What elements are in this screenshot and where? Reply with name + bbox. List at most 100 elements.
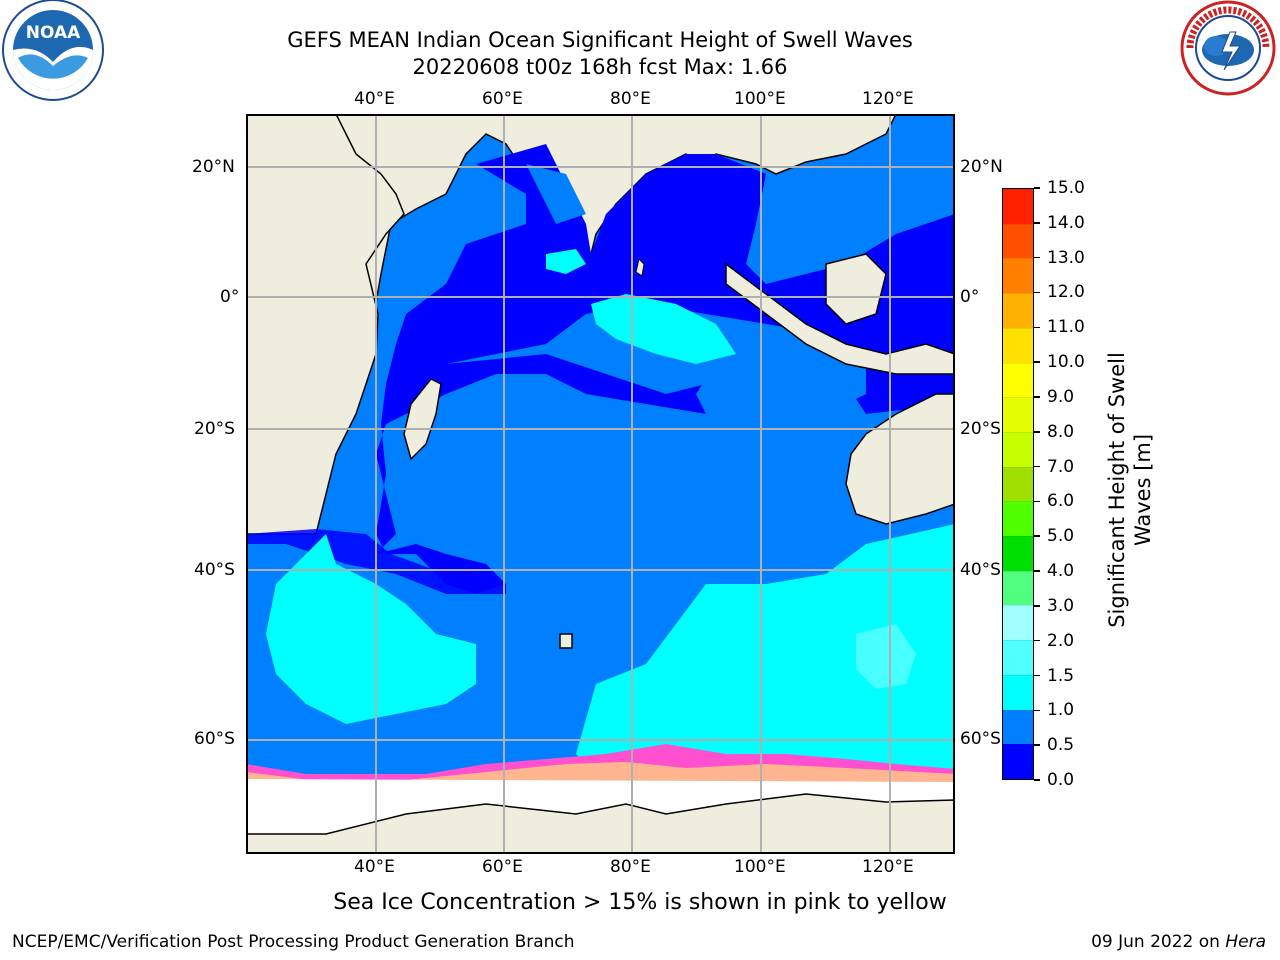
colorbar-tick-mark bbox=[1034, 187, 1040, 189]
colorbar-tick-label: 9.0 bbox=[1047, 386, 1075, 407]
colorbar-tick-label: 3.0 bbox=[1047, 595, 1075, 616]
colorbar-tick-label: 15.0 bbox=[1047, 178, 1085, 198]
colorbar-segment bbox=[1003, 674, 1033, 710]
colorbar-tick-mark bbox=[1034, 570, 1040, 572]
lat-label-right-20n: 20°N bbox=[960, 157, 1003, 177]
chart-subtitle: 20220608 t00z 168h fcst Max: 1.66 bbox=[412, 55, 788, 79]
lat-label-left-60s: 60°S bbox=[194, 729, 235, 749]
land-antarctica bbox=[246, 793, 955, 854]
colorbar-segment bbox=[1003, 189, 1033, 224]
colorbar-tick-mark bbox=[1034, 465, 1040, 468]
swell-1-1.5-patch bbox=[546, 249, 586, 274]
colorbar-tick-mark bbox=[1034, 500, 1040, 503]
colorbar-tick-mark bbox=[1034, 396, 1040, 398]
colorbar-tick-label: 11.0 bbox=[1047, 317, 1085, 338]
colorbar-tick-mark bbox=[1034, 256, 1040, 259]
graticule bbox=[246, 114, 955, 854]
lon-label-top-80e: 80°E bbox=[610, 89, 651, 109]
colorbar-tick-label: 5.0 bbox=[1047, 526, 1075, 547]
colorbar-tick-label: 1.0 bbox=[1047, 700, 1075, 721]
lat-label-left-0: 0° bbox=[220, 287, 240, 307]
colorbar-title-line1: Significant Height of Swell bbox=[1105, 352, 1129, 628]
chart-title: GEFS MEAN Indian Ocean Significant Heigh… bbox=[287, 28, 913, 52]
colorbar-tick-label: 14.0 bbox=[1047, 212, 1085, 233]
lat-label-left-40s: 40°S bbox=[194, 560, 235, 580]
lat-label-right-20s: 20°S bbox=[960, 419, 1001, 439]
noaa-logo-text: NOAA bbox=[26, 23, 81, 43]
sea-ice-caption: Sea Ice Concentration > 15% is shown in … bbox=[333, 890, 947, 915]
colorbar-segment bbox=[1003, 223, 1033, 259]
colorbar bbox=[1002, 188, 1034, 780]
lon-label-top-100e: 100°E bbox=[734, 89, 786, 109]
colorbar-tick-mark bbox=[1034, 639, 1040, 642]
lon-label-top-120e: 120°E bbox=[862, 89, 914, 109]
colorbar-tick-label: 8.0 bbox=[1047, 421, 1075, 442]
colorbar-tick-mark bbox=[1034, 779, 1040, 781]
colorbar-tick-mark bbox=[1034, 605, 1040, 607]
colorbar-segment bbox=[1003, 501, 1033, 537]
map-frame bbox=[246, 114, 955, 854]
colorbar-segment bbox=[1003, 431, 1033, 467]
colorbar-segment bbox=[1003, 466, 1033, 502]
colorbar-segment bbox=[1003, 397, 1033, 432]
colorbar-tick-label: 2.0 bbox=[1047, 630, 1075, 651]
colorbar-segment bbox=[1003, 362, 1033, 398]
colorbar-segment bbox=[1003, 536, 1033, 571]
footer-host: Hera bbox=[1225, 932, 1266, 952]
colorbar-tick-label: 1.5 bbox=[1047, 665, 1075, 686]
colorbar-tick-label: 10.0 bbox=[1047, 352, 1085, 373]
land-borneo bbox=[825, 253, 887, 325]
colorbar-tick-mark bbox=[1034, 535, 1040, 537]
colorbar-title: Significant Height of Swell Waves [m] bbox=[1100, 270, 1160, 710]
colorbar-tick-label: 13.0 bbox=[1047, 247, 1085, 268]
lon-label-bottom-80e: 80°E bbox=[610, 857, 651, 877]
colorbar-title-line2: Waves [m] bbox=[1131, 433, 1155, 547]
colorbar-tick-mark bbox=[1034, 326, 1040, 329]
land-sri-lanka bbox=[635, 258, 645, 277]
swell-1-1.5-equatorial bbox=[591, 294, 736, 364]
noaa-logo: NOAA bbox=[0, 0, 106, 106]
colorbar-tick-mark bbox=[1034, 222, 1040, 224]
lon-label-bottom-40e: 40°E bbox=[354, 857, 395, 877]
land-indonesia bbox=[725, 262, 955, 375]
lat-label-right-40s: 40°S bbox=[960, 560, 1001, 580]
colorbar-tick-label: 0.0 bbox=[1047, 770, 1075, 790]
lon-label-top-40e: 40°E bbox=[354, 89, 395, 109]
footer-date-text: 09 Jun 2022 on bbox=[1091, 932, 1226, 952]
lat-label-right-60s: 60°S bbox=[960, 729, 1001, 749]
lon-label-top-60e: 60°E bbox=[482, 89, 523, 109]
land-australia bbox=[845, 393, 955, 525]
colorbar-segment bbox=[1003, 570, 1033, 606]
lat-label-left-20n: 20°N bbox=[192, 157, 235, 177]
colorbar-tick-mark bbox=[1034, 291, 1040, 294]
swell-0.5-1-arabian bbox=[526, 164, 586, 224]
lat-label-right-0: 0° bbox=[960, 287, 980, 307]
land-kerguelen bbox=[559, 633, 573, 649]
colorbar-segment bbox=[1003, 709, 1033, 745]
swell-1-1.5-southwest bbox=[266, 534, 476, 724]
colorbar-tick-label: 4.0 bbox=[1047, 561, 1075, 582]
swell-1-1.5-south bbox=[576, 524, 955, 774]
footer-date: 09 Jun 2022 on Hera bbox=[1091, 932, 1266, 952]
colorbar-tick-mark bbox=[1034, 674, 1040, 677]
colorbar-ticks: 15.0 14.0 13.0 12.0 11.0 10.0 9.0 8.0 7.0 6.0 5.0 4… bbox=[1034, 178, 1104, 790]
colorbar-tick-mark bbox=[1034, 431, 1040, 433]
colorbar-tick-mark bbox=[1034, 744, 1040, 746]
land-madagascar bbox=[403, 378, 442, 461]
colorbar-segment bbox=[1003, 293, 1033, 328]
lon-label-bottom-60e: 60°E bbox=[482, 857, 523, 877]
colorbar-segment bbox=[1003, 327, 1033, 363]
colorbar-tick-mark bbox=[1034, 361, 1040, 363]
colorbar-tick-label: 0.5 bbox=[1047, 735, 1075, 756]
colorbar-tick-mark bbox=[1034, 709, 1040, 712]
colorbar-tick-label: 6.0 bbox=[1047, 491, 1075, 512]
map-panel bbox=[246, 114, 955, 854]
colorbar-tick-label: 7.0 bbox=[1047, 456, 1075, 477]
nws-logo bbox=[1178, 0, 1278, 100]
colorbar-segment bbox=[1003, 258, 1033, 294]
lat-label-left-20s: 20°S bbox=[194, 419, 235, 439]
colorbar-tick-label: 12.0 bbox=[1047, 282, 1085, 303]
colorbar-segment bbox=[1003, 744, 1033, 779]
lon-label-bottom-100e: 100°E bbox=[734, 857, 786, 877]
swell-1.5-2-patch bbox=[856, 624, 916, 689]
